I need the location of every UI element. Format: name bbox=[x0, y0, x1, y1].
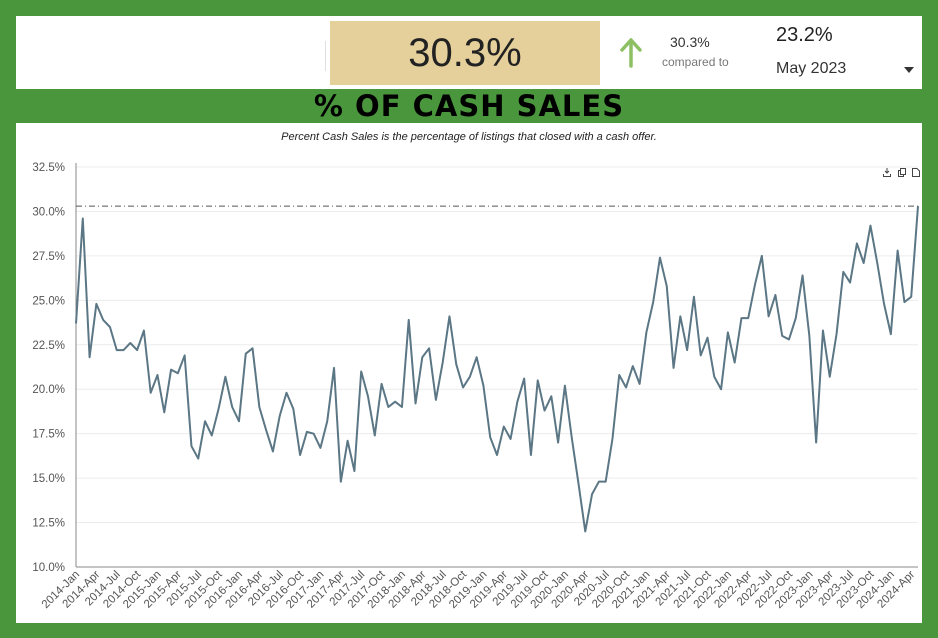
y-tick-label: 32.5% bbox=[32, 162, 65, 174]
divider bbox=[325, 41, 326, 71]
arrow-up-icon bbox=[620, 38, 642, 68]
y-tick-label: 25.0% bbox=[32, 295, 65, 307]
line-chart: 10.0% 12.5% 15.0% 17.5% 20.0% 22.5% 25.0% 27.5%… bbox=[32, 162, 919, 611]
y-tick-label: 15.0% bbox=[32, 473, 65, 485]
chart-subtitle: Percent Cash Sales is the percentage of … bbox=[281, 131, 657, 143]
chart-title: % OF CASH SALES bbox=[313, 89, 625, 123]
y-tick-label: 12.5% bbox=[32, 518, 65, 530]
x-axis-ticks: 2014-Jan2014-Apr2014-Jul2014-Oct2015-Jan… bbox=[40, 568, 918, 611]
compare-label: compared to bbox=[662, 55, 729, 69]
y-tick-label: 10.0% bbox=[32, 562, 65, 574]
series-line bbox=[75, 206, 919, 533]
period-dropdown-label: May 2023 bbox=[776, 60, 847, 77]
kpi-bar: 30.3% 30.3% compared to 23.2% May 2023 bbox=[16, 16, 922, 89]
copy-icon[interactable] bbox=[898, 168, 906, 177]
period-dropdown[interactable]: May 2023 bbox=[776, 60, 916, 82]
caret-down-icon bbox=[904, 67, 914, 73]
previous-value: 23.2% bbox=[776, 24, 833, 46]
y-axis-ticks: 10.0% 12.5% 15.0% 17.5% 20.0% 22.5% 25.0% 27.5%… bbox=[32, 162, 65, 574]
compare-value: 30.3% bbox=[670, 34, 710, 50]
y-tick-label: 20.0% bbox=[32, 384, 65, 396]
y-tick-label: 22.5% bbox=[32, 340, 65, 352]
current-value: 30.3% bbox=[408, 30, 522, 75]
gridlines bbox=[76, 166, 918, 568]
y-tick-label: 17.5% bbox=[32, 429, 65, 441]
export-icon[interactable] bbox=[912, 168, 920, 177]
y-tick-label: 30.0% bbox=[32, 206, 65, 218]
download-icon[interactable] bbox=[883, 168, 891, 177]
current-value-box: 30.3% bbox=[330, 21, 600, 85]
y-tick-label: 27.5% bbox=[32, 251, 65, 263]
chart-panel: Percent Cash Sales is the percentage of … bbox=[16, 123, 922, 623]
